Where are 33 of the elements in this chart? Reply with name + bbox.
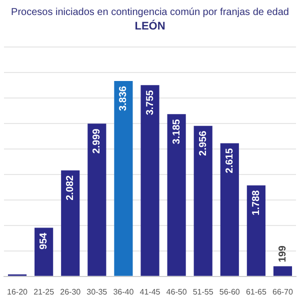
bar xyxy=(167,114,186,276)
chart-title: Procesos iniciados en contingencia común por franjas de edad xyxy=(11,6,289,18)
chart-subtitle: LEÓN xyxy=(134,20,166,33)
data-label: 2.999 xyxy=(92,128,103,154)
x-tick-label: 66-70 xyxy=(272,287,294,296)
x-tick-label: 46-50 xyxy=(166,287,188,296)
x-tick-label: 21-25 xyxy=(34,287,55,296)
x-tick-label: 30-35 xyxy=(86,287,108,296)
data-label: 2.082 xyxy=(65,174,76,200)
bar xyxy=(140,85,160,276)
data-label: 3.185 xyxy=(171,118,182,144)
x-tick-label: 56-60 xyxy=(219,287,240,296)
x-tick-label: 61-65 xyxy=(246,287,267,296)
data-label: 2.615 xyxy=(224,148,236,174)
data-label: 199 xyxy=(277,245,288,262)
bar xyxy=(34,228,54,276)
x-tick-label: 41-45 xyxy=(140,287,161,296)
x-tick-label: 51-55 xyxy=(192,287,214,296)
bar xyxy=(61,170,80,276)
data-label: 3.755 xyxy=(144,90,156,116)
bar xyxy=(114,81,133,276)
x-tick-label: 16-20 xyxy=(7,287,28,296)
bar xyxy=(220,143,239,276)
bar xyxy=(273,266,292,276)
data-label: 1.788 xyxy=(250,190,262,216)
data-label: 3.836 xyxy=(118,86,130,112)
bar xyxy=(246,185,266,276)
bar xyxy=(194,126,212,276)
data-label: 2.956 xyxy=(198,130,209,156)
bar xyxy=(88,124,106,276)
x-tick-label: 26-30 xyxy=(60,287,82,296)
data-label: 954 xyxy=(38,232,50,250)
x-tick-label: 36-40 xyxy=(113,287,134,296)
